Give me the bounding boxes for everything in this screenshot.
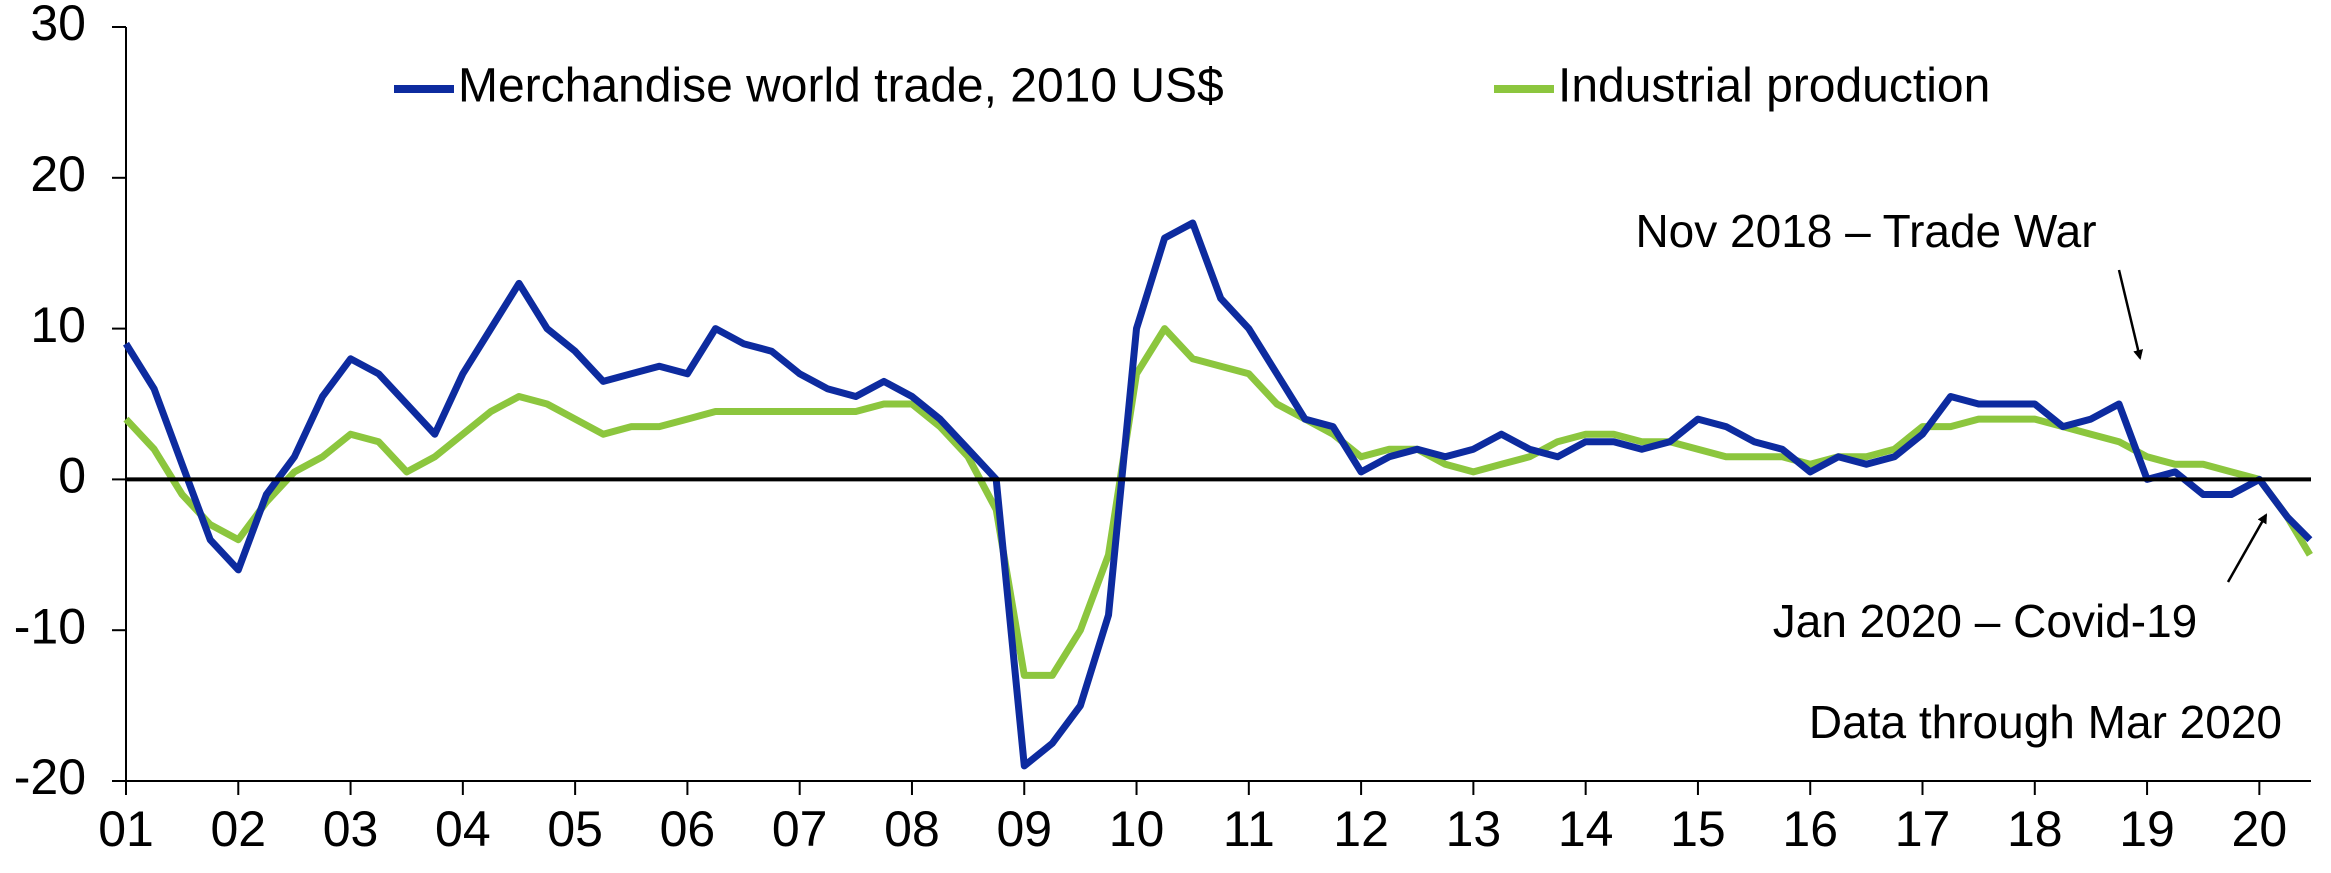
x-tick-label: 09 (996, 801, 1052, 857)
y-tick-label: -20 (14, 749, 86, 805)
x-tick-label: 05 (547, 801, 603, 857)
x-tick-label: 07 (772, 801, 828, 857)
x-tick-label: 02 (210, 801, 266, 857)
x-tick-label: 18 (2007, 801, 2063, 857)
x-tick-label: 12 (1333, 801, 1389, 857)
series-line (123, 325, 2313, 679)
legend-label: Merchandise world trade, 2010 US$ (458, 60, 1224, 113)
annotation: Nov 2018 – Trade War (1635, 205, 2096, 257)
annotation: Data through Mar 2020 (1809, 696, 2282, 748)
legend-label: Industrial production (1558, 60, 1990, 113)
y-tick-label: 20 (30, 146, 86, 202)
x-tick-label: 16 (1782, 801, 1838, 857)
x-tick-label: 15 (1670, 801, 1726, 857)
x-tick-label: 01 (98, 801, 154, 857)
x-tick-label: 11 (1223, 801, 1275, 857)
annotation-arrow (2226, 513, 2268, 583)
x-tick-label: 17 (1895, 801, 1951, 857)
x-tick-label: 14 (1558, 801, 1614, 857)
x-tick-label: 03 (323, 801, 379, 857)
x-tick-label: 13 (1446, 801, 1502, 857)
y-tick-label: 0 (58, 448, 86, 504)
y-tick-label: 10 (30, 297, 86, 353)
x-tick-label: 10 (1109, 801, 1165, 857)
x-tick-label: 04 (435, 801, 491, 857)
x-tick-label: 20 (2232, 801, 2288, 857)
annotation-arrow (2117, 269, 2144, 360)
y-tick-label: -10 (14, 598, 86, 654)
series-line (123, 219, 2313, 770)
x-tick-label: 08 (884, 801, 940, 857)
x-tick-label: 19 (2119, 801, 2175, 857)
x-tick-label: 06 (660, 801, 716, 857)
annotation: Jan 2020 – Covid-19 (1773, 595, 2198, 647)
y-tick-label: 30 (30, 0, 86, 51)
